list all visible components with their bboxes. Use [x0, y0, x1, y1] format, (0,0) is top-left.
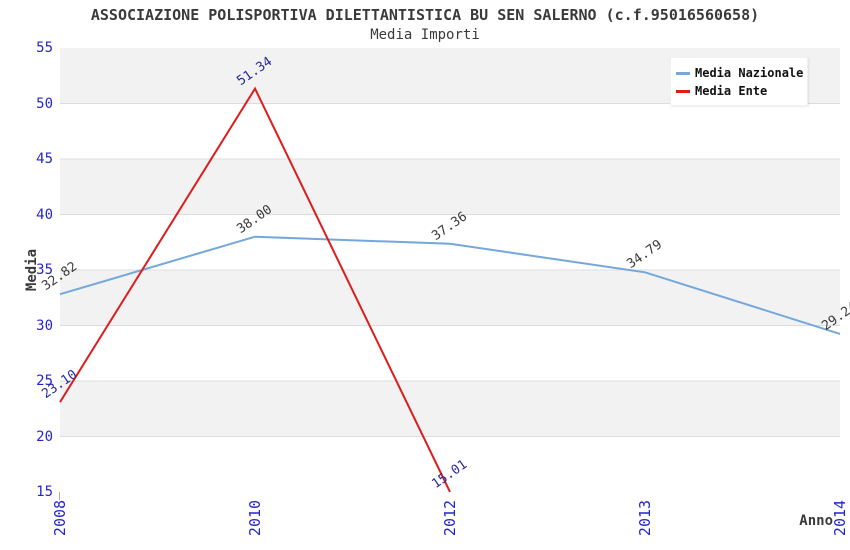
- y-tick-label: 55: [36, 40, 53, 56]
- x-tick-label: 2014: [831, 499, 849, 537]
- legend-label: Media Nazionale: [695, 66, 804, 80]
- legend: Media Nazionale Media Ente: [670, 57, 808, 106]
- y-tick-label: 35: [36, 262, 53, 278]
- legend-line-swatch: [676, 71, 690, 75]
- legend-item: Media Ente: [676, 82, 807, 100]
- x-axis-title: Anno: [799, 513, 833, 529]
- y-tick-label: 30: [36, 317, 53, 334]
- y-tick-label: 50: [36, 95, 53, 112]
- chart-title: ASSOCIAZIONE POLISPORTIVA DILETTANTISTIC…: [90, 6, 760, 24]
- y-tick-label: 45: [36, 151, 53, 167]
- legend-label: Media Ente: [695, 84, 768, 98]
- legend-line-swatch: [676, 89, 690, 93]
- x-tick-label: 2008: [51, 499, 69, 537]
- y-tick-label: 15: [36, 484, 53, 500]
- plot-area: [60, 48, 840, 492]
- y-tick-label: 40: [36, 206, 53, 223]
- x-tick-label: 2010: [246, 499, 264, 537]
- y-tick-label: 25: [36, 373, 53, 389]
- x-tick-label: 2013: [636, 499, 654, 537]
- axis-corner-tick: [59, 492, 60, 500]
- x-tick-label: 2012: [441, 499, 459, 537]
- y-axis-title: Media: [24, 248, 40, 292]
- y-tick-label: 20: [36, 428, 53, 445]
- chart-subtitle: Media Importi: [370, 27, 480, 43]
- legend-item: Media Nazionale: [676, 64, 807, 82]
